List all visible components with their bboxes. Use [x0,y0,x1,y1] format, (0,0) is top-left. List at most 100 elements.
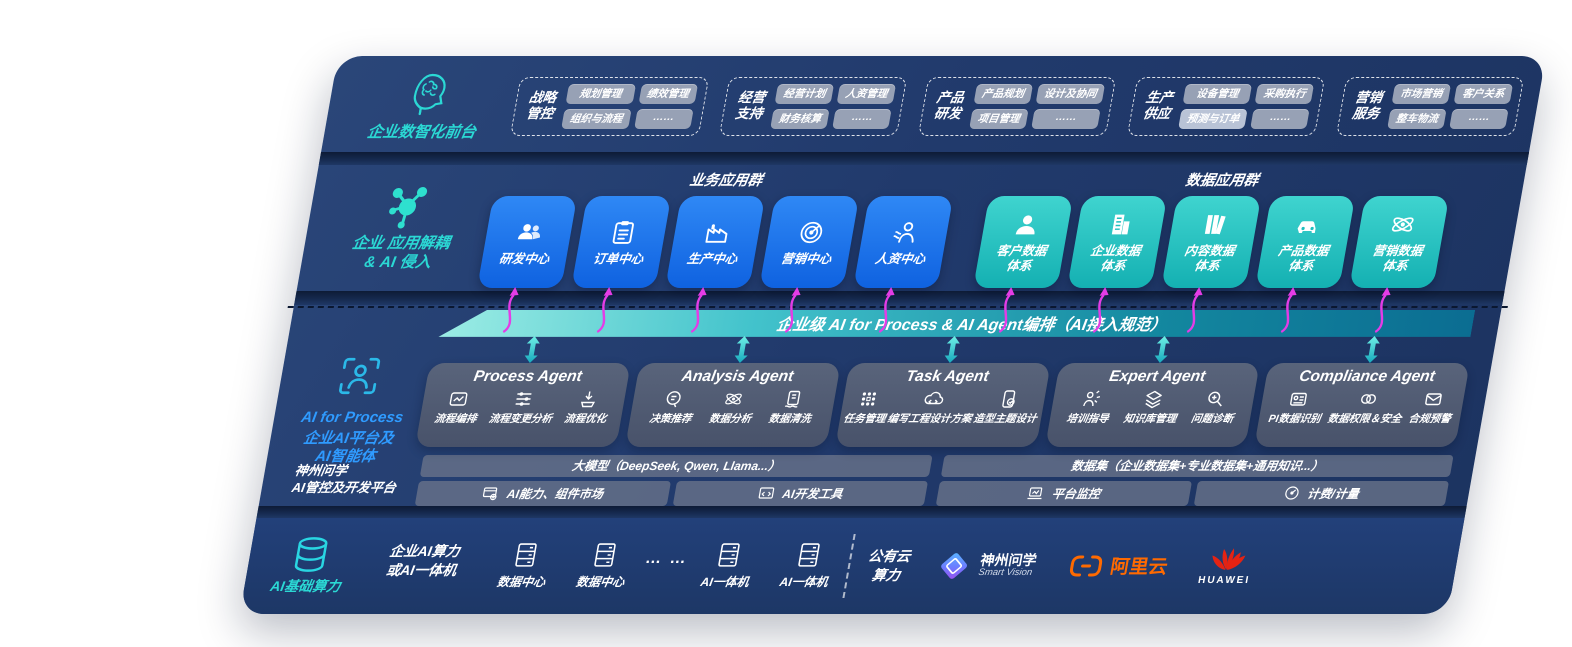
card-marketing-center: 营销中心 [759,196,860,289]
database-icon [294,537,328,572]
agent-item-label: 数据分析 [708,412,753,425]
updown-arrow-icon [734,335,750,363]
decision-icon [667,390,682,408]
alicloud-name: 阿里云 [1108,557,1170,579]
band-front-office: 企业数智化前台 战略 管控 规划管理 绩效管理 组织与流程 …… [321,56,1546,152]
molecule-icon [389,186,428,229]
datacenter-label: 数据中心 [575,574,626,589]
expert-agent-card: Expert Agent 培训指导 知识库管理 问题诊断 [1044,335,1261,447]
chip: 预测与订单 [1178,108,1249,129]
alicloud-logo: 阿里云 [1066,552,1170,579]
public-cloud-l2: 算力 [870,566,902,583]
platform-row: 神州问学 AI管控及开发平台 大模型（DeepSeek, Qwen, Llama… [275,454,1454,506]
card-label: 营销中心 [780,251,833,266]
monitor-bar: 平台监控 [935,480,1192,506]
atom-icon [1391,217,1414,232]
chip: 采购执行 [1254,83,1315,104]
agent-title: Compliance Agent [1297,367,1437,385]
card-product-data: 产品数据体系 [1255,196,1356,289]
model-bar-label: 大模型（DeepSeek, Qwen, Llama...） [570,459,782,474]
apps-label-line1: 企业 应用解耦 [350,234,452,252]
model-bar: 大模型（DeepSeek, Qwen, Llama...） [419,454,933,477]
ai-appliance-label: AI一体机 [778,574,830,589]
group-operation-name-l1: 经营 [736,90,767,106]
card-customer-data: 客户数据体系 [973,196,1074,289]
brain-head-icon [413,73,446,115]
ai-appliance-label: AI一体机 [699,574,751,589]
apps-label-line2: & AI 侵入 [362,254,433,272]
chip: 项目管理 [968,108,1029,129]
server-icon [718,543,741,567]
flow-arrow-icon [690,287,707,334]
group-marketing-service-name-l1: 营销 [1353,90,1384,106]
monitor-icon [1027,487,1043,499]
chip-ellipsis: …… [1030,108,1101,129]
card-enterprise-data: 企业数据体系 [1067,196,1168,289]
dataset-bar-label: 数据集（企业数据集+专业数据集+通用知识...） [1069,459,1325,474]
band-ai-platform: 企业级 AI for Process & AI Agent编排（AI接入规范） … [259,305,1508,506]
hr-icon [893,221,914,243]
gauge-icon [1284,486,1299,500]
flow-arrow-icon [1374,287,1391,334]
agents-row: Process Agent 流程编排 流程变更分析 流程优化 [415,335,1470,447]
card-label: 人资中心 [874,251,927,266]
chip: 经营计划 [774,83,835,104]
chip-ellipsis: …… [633,108,694,129]
capability-bar: AI能力、组件市场 [414,480,671,506]
updown-arrow-icon [1154,335,1170,363]
server-icon [797,543,820,567]
front-office-label: 企业数智化前台 [365,123,478,141]
optimize-icon [581,391,596,408]
ai-appliance-2: AI一体机 [778,542,834,590]
main-panel: 企业数智化前台 战略 管控 规划管理 绩效管理 组织与流程 …… [239,56,1547,614]
ai-platform-label-l3: AI智能体 [313,448,377,466]
agent-item-label: PI数据识别 [1267,412,1322,425]
band-app-groups: 企业 应用解耦 & AI 侵入 业务应用群 研发中心 [297,165,1527,334]
agent-item-label: 培训指导 [1065,412,1110,425]
agent-title: Task Agent [904,367,991,385]
agent-title: Analysis Agent [680,367,795,385]
agent-item-label: 任务管理 [842,412,887,425]
agent-item-label: 流程编排 [433,412,478,425]
devtools-bar-label: AI开发工具 [781,486,844,501]
band-divider [256,505,1467,518]
devtools-bar: AI开发工具 [672,480,929,506]
group-strategy-name-l1: 战略 [527,90,558,106]
datacenter-label: 数据中心 [496,574,547,589]
infra-label-block: AI基础算力 [269,536,349,596]
flow-arrow-icon [878,287,895,334]
ai-platform-label-en: AI for Process [299,408,405,426]
task-agent-card: Task Agent 任务管理 编写工程设计方案 造型主题设计 [834,335,1051,447]
card-rd-center: 研发中心 [477,196,578,289]
agent-item-label: 决策推荐 [648,412,693,425]
group-marketing-service-name-l2: 服务 [1351,106,1381,122]
diagnose-icon [1208,391,1223,407]
process-agent-card: Process Agent 流程编排 流程变更分析 流程优化 [415,335,631,447]
data-atom-icon [725,393,742,405]
updown-arrow-icon [944,335,960,363]
chip: 设备管理 [1182,83,1253,104]
capability-bar-label: AI能力、组件市场 [505,486,605,501]
group-strategy: 战略 管控 规划管理 绩效管理 组织与流程 …… [509,76,709,136]
enterprise-compute-l2: 或AI一体机 [384,561,458,578]
group-production-supply: 生产 供应 设备管理 采购执行 预测与订单 …… [1126,76,1326,136]
billing-bar-label: 计费/计量 [1306,486,1360,501]
flow-arrow-icon [998,287,1015,334]
agent-item-label: 流程变更分析 [487,412,553,425]
alicloud-bracket-icon [1069,555,1102,577]
smartvision-diamond-icon [940,552,967,579]
monitor-bar-label: 平台监控 [1050,486,1102,501]
agent-item-label: 流程优化 [563,412,608,425]
flow-arrow-icon [1280,287,1297,334]
agent-item-label: 造型主题设计 [972,412,1038,425]
customer-icon [1015,215,1034,235]
chip: 设计及协同 [1035,83,1106,104]
business-app-title: 业务应用群 [688,173,764,190]
training-icon [1082,390,1100,406]
card-content-data: 内容数据体系 [1161,196,1262,289]
compliance-agent-card: Compliance Agent PI数据识别 数据权限＆安全 合规预警 [1254,335,1470,447]
agent-item-label: 知识库管理 [1122,412,1178,425]
agent-item-label: 数据权限＆安全 [1326,412,1403,425]
chip: 市场营销 [1391,83,1452,104]
